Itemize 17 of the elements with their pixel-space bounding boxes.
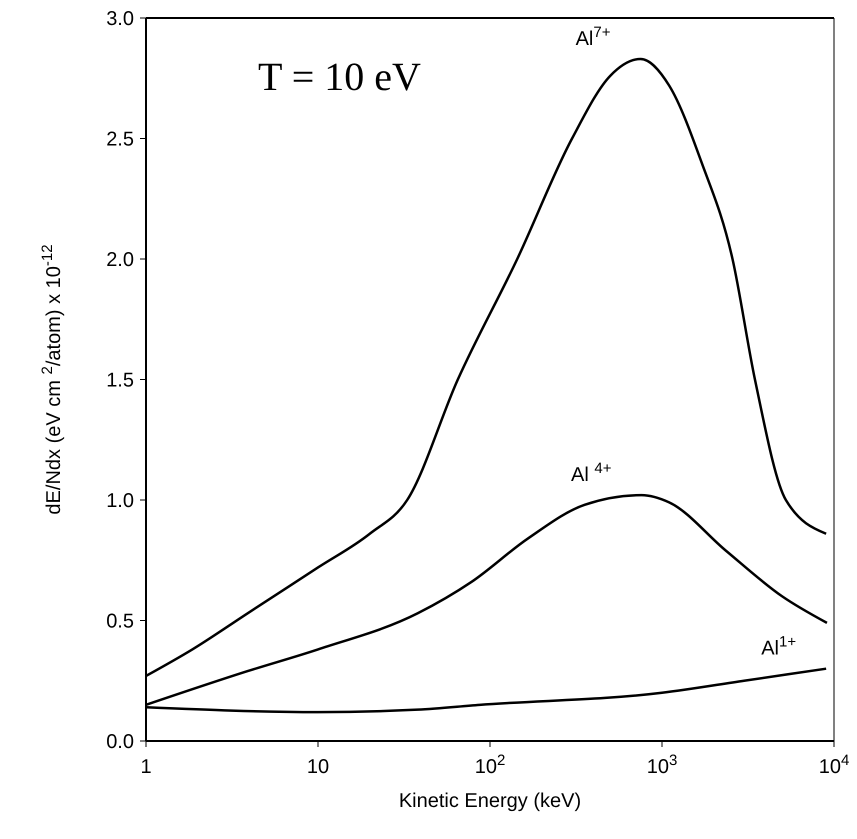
- x-tick-label: 10$^{4}$: [818, 752, 850, 778]
- series-label: Al$^{7+}$: [576, 23, 611, 50]
- x-tick-label: 10: [306, 756, 330, 778]
- x-tick-label: 1: [140, 756, 152, 778]
- y-tick-label: 2.5: [106, 128, 134, 150]
- x-axis-title: Kinetic Energy (keV): [398, 790, 582, 812]
- y-tick-label: 1.5: [106, 370, 134, 392]
- y-tick-label: 0.5: [106, 610, 134, 632]
- annotation: T = 10 eV: [258, 53, 421, 100]
- x-tick-label: 10$^{3}$: [646, 752, 678, 778]
- y-tick-label: 2.0: [106, 249, 134, 271]
- y-tick-label: 1.0: [106, 490, 134, 512]
- series-label: Al $^{4+}$: [571, 460, 612, 486]
- series-label: Al$^{1+}$: [761, 633, 796, 660]
- y-tick-label: 3.0: [106, 8, 134, 30]
- y-tick-label: 0.0: [106, 731, 134, 753]
- x-tick-label: 10$^{2}$: [474, 752, 506, 778]
